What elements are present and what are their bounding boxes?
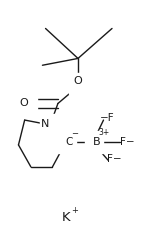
Text: N: N — [41, 119, 49, 129]
Text: K: K — [61, 211, 70, 224]
Text: F−: F− — [107, 154, 122, 164]
Text: F−: F− — [120, 137, 134, 147]
Text: 3+: 3+ — [98, 128, 110, 137]
Text: −F: −F — [100, 113, 114, 123]
Text: +: + — [71, 206, 78, 215]
Text: −: − — [71, 129, 78, 138]
Text: O: O — [74, 76, 82, 86]
Text: C: C — [66, 137, 73, 147]
Text: B: B — [93, 137, 100, 147]
Text: O: O — [19, 98, 28, 109]
